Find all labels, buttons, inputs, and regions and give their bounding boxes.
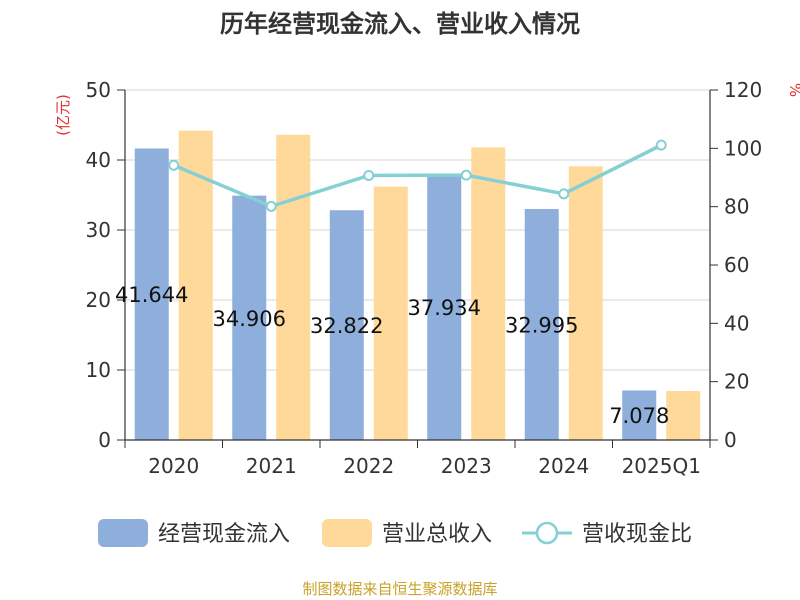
bar-revenue [568, 166, 603, 441]
bar-revenue [178, 130, 213, 440]
source-note: 制图数据来自恒生聚源数据库 [302, 580, 497, 598]
left-axis-label: (亿元) [54, 94, 72, 136]
y-right-tick-label: 80 [724, 195, 749, 219]
line-cash-ratio [173, 143, 663, 209]
y-right-tick-label: 60 [724, 253, 749, 277]
y-right-tick-label: 0 [724, 428, 737, 452]
line-point [363, 169, 375, 181]
line-point [655, 139, 667, 151]
chart-title: 历年经营现金流入、营业收入情况 [220, 10, 580, 38]
x-tick-label: 2025Q1 [622, 454, 701, 478]
y-right-tick-label: 120 [724, 78, 762, 102]
data-label: 37.934 [408, 296, 481, 320]
legend-swatch [98, 519, 148, 547]
bar-cash-inflow [329, 210, 364, 440]
y-left-tick-label: 20 [86, 288, 111, 312]
legend-label: 营业总收入 [382, 522, 492, 547]
line-point [265, 200, 277, 212]
right-axis-label: % [786, 83, 800, 97]
legend-marker [535, 521, 559, 545]
y-right-tick-label: 100 [724, 136, 762, 160]
legend: 经营现金流入 营业总收入 营收现金比 [98, 519, 692, 547]
legend-label: 营收现金比 [582, 522, 692, 547]
y-left-tick-label: 0 [98, 428, 111, 452]
data-labels-layer: 41.644 34.906 32.822 37.934 32.995 7.078 [115, 283, 669, 428]
x-tick-label: 2024 [538, 454, 589, 478]
bar-revenue [471, 147, 506, 440]
x-tick-label: 2020 [148, 454, 199, 478]
axes-layer: 0 10 20 30 40 50 0 20 40 60 80 100 120 2020 2021 2022 20… [86, 78, 763, 478]
legend-label: 经营现金流入 [158, 522, 290, 547]
data-label: 7.078 [609, 404, 669, 428]
bar-cash-inflow [427, 174, 462, 440]
y-right-tick-label: 20 [724, 370, 749, 394]
data-label: 41.644 [115, 283, 188, 307]
data-label: 32.995 [505, 314, 578, 338]
bar-cash-inflow [232, 195, 267, 440]
line-layer [168, 139, 667, 212]
line-point [168, 159, 180, 171]
y-left-tick-label: 30 [86, 218, 111, 242]
line-point [460, 169, 472, 181]
grid-lines [125, 89, 710, 371]
data-label: 34.906 [213, 307, 286, 331]
y-left-tick-label: 50 [86, 78, 111, 102]
x-tick-label: 2021 [246, 454, 297, 478]
bar-revenue [373, 186, 408, 440]
bar-cash-inflow [134, 148, 169, 440]
bar-cash-inflow [524, 209, 559, 440]
x-tick-label: 2022 [343, 454, 394, 478]
bar-revenue [666, 391, 701, 440]
y-left-tick-label: 10 [86, 358, 111, 382]
data-label: 32.822 [310, 314, 383, 338]
line-point [558, 188, 570, 200]
bar-revenue [276, 134, 311, 441]
legend-swatch [322, 519, 372, 547]
bars-layer [134, 130, 701, 441]
y-right-tick-label: 40 [724, 311, 749, 335]
x-tick-label: 2023 [441, 454, 492, 478]
y-left-tick-label: 40 [86, 148, 111, 172]
bar-cash-inflow [622, 390, 657, 440]
